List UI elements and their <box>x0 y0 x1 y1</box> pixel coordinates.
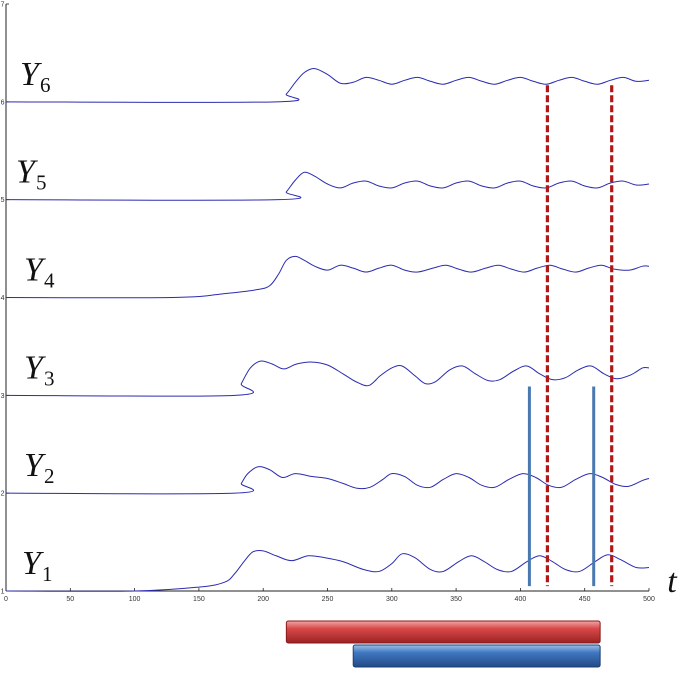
y-tick-label: 7 <box>1 2 5 9</box>
series-line-y5 <box>5 171 650 201</box>
marker-layer <box>527 85 614 587</box>
series-label-sub-2: 2 <box>44 464 55 488</box>
x-tick-label: 350 <box>450 596 462 603</box>
series-label-y2: Y <box>24 447 46 484</box>
red-interval-bar <box>285 620 601 644</box>
series-line-y3 <box>5 360 650 397</box>
series-line-y6 <box>5 68 650 103</box>
series-label-y6: Y <box>20 56 42 93</box>
x-tick-label: 50 <box>66 596 74 603</box>
y-tick-label: 6 <box>1 99 5 106</box>
series-label-sub-1: 1 <box>42 562 53 586</box>
series-line-y1 <box>5 549 650 592</box>
series-label-y4: Y <box>24 252 46 289</box>
series-label-y1: Y <box>22 545 44 582</box>
y-tick-label: 4 <box>1 295 5 302</box>
series-label-y5: Y <box>16 154 38 191</box>
series-line-y2 <box>5 466 650 495</box>
label-layer: Y 1Y 2Y 3Y 4Y 5Y 6 <box>16 56 55 586</box>
x-tick-label: 500 <box>643 596 655 603</box>
series-label-sub-6: 6 <box>40 73 51 97</box>
series-label-y3: Y <box>24 349 46 386</box>
x-tick-label: 450 <box>579 596 591 603</box>
y-tick-label: 1 <box>1 589 5 596</box>
x-tick-label: 0 <box>4 596 8 603</box>
x-tick-label: 250 <box>322 596 334 603</box>
series-label-sub-5: 5 <box>36 171 47 195</box>
x-axis-title: t <box>667 563 678 600</box>
series-line-y4 <box>5 255 650 299</box>
y-tick-label: 2 <box>1 491 5 498</box>
bar-layer <box>285 620 601 668</box>
x-tick-label: 300 <box>386 596 398 603</box>
x-tick-label: 150 <box>193 596 205 603</box>
x-tick-label: 100 <box>129 596 141 603</box>
series-layer <box>5 68 650 592</box>
axes: 0 50 100 150 200 250 300 350 400 450 500 1 2 3 4 5 6 7 t <box>1 2 679 604</box>
series-label-sub-4: 4 <box>44 269 55 293</box>
blue-interval-bar <box>352 644 601 668</box>
x-tick-label: 400 <box>515 596 527 603</box>
x-tick-label: 200 <box>257 596 269 603</box>
series-label-sub-3: 3 <box>44 366 55 390</box>
y-tick-label: 5 <box>1 197 5 204</box>
y-tick-label: 3 <box>1 393 5 400</box>
